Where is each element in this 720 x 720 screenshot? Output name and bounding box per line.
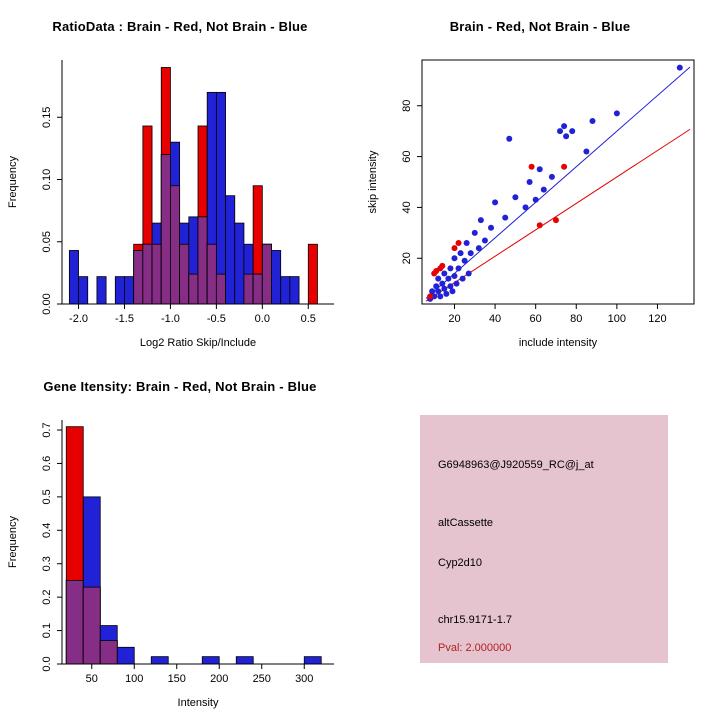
svg-text:Frequency: Frequency [7,156,19,208]
panel-ratio-histogram: RatioData : Brain - Red, Not Brain - Blu… [0,0,360,360]
svg-text:0.7: 0.7 [41,422,53,437]
svg-text:0.0: 0.0 [41,656,53,671]
svg-text:0.4: 0.4 [41,523,53,538]
panel-gene-intensity-histogram: Gene Itensity: Brain - Red, Not Brain - … [0,360,360,720]
pval-text: Pval: 2.000000 [438,642,512,654]
svg-text:20: 20 [448,313,460,325]
svg-text:60: 60 [401,150,413,162]
svg-text:0.0: 0.0 [255,313,270,325]
chromosome-text: chr15.9171-1.7 [438,614,512,626]
svg-text:120: 120 [648,313,666,325]
ratio-histogram-title: RatioData : Brain - Red, Not Brain - Blu… [52,19,308,34]
svg-text:200: 200 [210,673,228,685]
svg-text:0.5: 0.5 [301,313,316,325]
svg-text:20: 20 [401,252,413,264]
svg-text:-0.5: -0.5 [207,313,226,325]
svg-text:80: 80 [570,313,582,325]
svg-text:50: 50 [86,673,98,685]
svg-text:100: 100 [608,313,626,325]
svg-text:0.10: 0.10 [41,169,53,190]
svg-text:Frequency: Frequency [7,516,19,568]
svg-text:skip intensity: skip intensity [367,150,379,213]
svg-text:300: 300 [295,673,313,685]
svg-text:include intensity: include intensity [519,337,598,349]
svg-text:-1.0: -1.0 [161,313,180,325]
panel-gene-info: G6948963@J920559_RC@j_at altCassette Cyp… [360,360,720,720]
gene-info-box: G6948963@J920559_RC@j_at altCassette Cyp… [420,415,668,663]
svg-text:Log2 Ratio Skip/Include: Log2 Ratio Skip/Include [140,337,256,349]
svg-text:-1.5: -1.5 [115,313,134,325]
svg-text:100: 100 [125,673,143,685]
svg-text:40: 40 [401,201,413,213]
svg-text:150: 150 [168,673,186,685]
gene-name-text: Cyp2d10 [438,557,483,569]
svg-text:Intensity: Intensity [178,697,219,709]
svg-text:0.15: 0.15 [41,107,53,128]
svg-text:0.05: 0.05 [41,231,53,252]
svg-text:0.3: 0.3 [41,556,53,571]
svg-text:-2.0: -2.0 [69,313,88,325]
event-type-text: altCassette [438,517,494,529]
svg-text:0.00: 0.00 [41,293,53,314]
svg-text:0.5: 0.5 [41,489,53,504]
probe-id-text: G6948963@J920559_RC@j_at [438,459,594,471]
gene-intensity-histogram-title: Gene Itensity: Brain - Red, Not Brain - … [43,379,317,394]
gene-intensity-histogram-plot: 50 100 150 200 250 300 0.0 0.1 0.2 0.3 0.4 0.5 0.6 0.… [7,420,334,709]
svg-text:0.6: 0.6 [41,456,53,471]
svg-text:0.1: 0.1 [41,623,53,638]
svg-text:80: 80 [401,100,413,112]
svg-text:0.2: 0.2 [41,590,53,605]
ratio-histogram-plot: -2.0 -1.5 -1.0 -0.5 0.0 0.5 0.00 0.05 0.10 0.15 Lo… [7,60,334,349]
intensity-scatter-title: Brain - Red, Not Brain - Blue [449,19,631,34]
svg-text:40: 40 [489,313,501,325]
svg-text:60: 60 [530,313,542,325]
svg-text:250: 250 [253,673,271,685]
panel-intensity-scatter: Brain - Red, Not Brain - Blue 20 40 60 80 10… [360,0,720,360]
intensity-scatter-plot: 20 40 60 80 100 120 20 40 60 80 include intensity s… [367,59,695,349]
